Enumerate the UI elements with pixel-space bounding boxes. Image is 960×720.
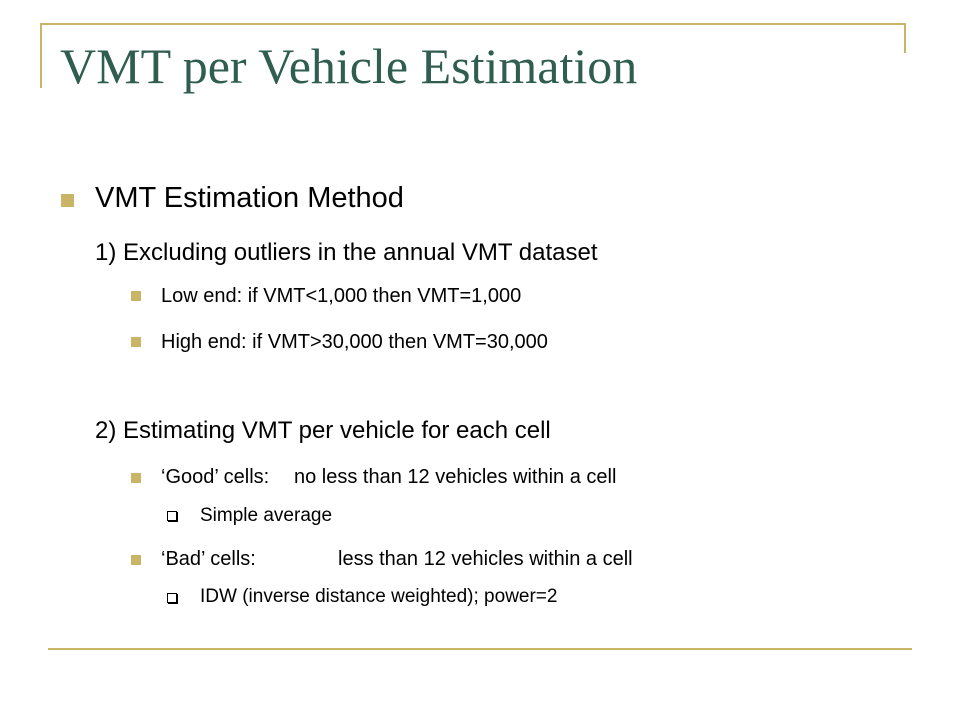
square-bullet-icon	[131, 473, 141, 483]
bad-cells-label: ‘Bad’ cells:	[161, 548, 256, 570]
step1-text: 1) Excluding outliers in the annual VMT …	[95, 239, 598, 266]
good-cells-text: no less than 12 vehicles within a cell	[294, 466, 617, 488]
square-bullet-icon	[131, 291, 141, 301]
hollow-box-bullet-icon	[167, 593, 177, 603]
heading-vmt-estimation-method: VMT Estimation Method	[95, 182, 404, 214]
frame-bottom-rule	[48, 648, 912, 650]
good-cells-label: ‘Good’ cells:	[161, 466, 270, 488]
square-bullet-icon	[61, 194, 74, 207]
square-bullet-icon	[131, 555, 141, 565]
bad-cells-text: less than 12 vehicles within a cell	[338, 548, 633, 570]
high-end-rule: High end: if VMT>30,000 then VMT=30,000	[161, 331, 548, 353]
step2-text: 2) Estimating VMT per vehicle for each c…	[95, 417, 551, 444]
hollow-box-bullet-icon	[167, 511, 177, 521]
frame-left-rule	[40, 23, 42, 88]
low-end-rule: Low end: if VMT<1,000 then VMT=1,000	[161, 285, 522, 307]
good-cells-method: Simple average	[200, 505, 333, 526]
slide-title: VMT per Vehicle Estimation	[60, 38, 638, 94]
bad-cells-method: IDW (inverse distance weighted); power=2	[200, 586, 558, 607]
frame-right-rule	[904, 23, 906, 53]
square-bullet-icon	[131, 337, 141, 347]
frame-top-rule	[40, 23, 906, 25]
